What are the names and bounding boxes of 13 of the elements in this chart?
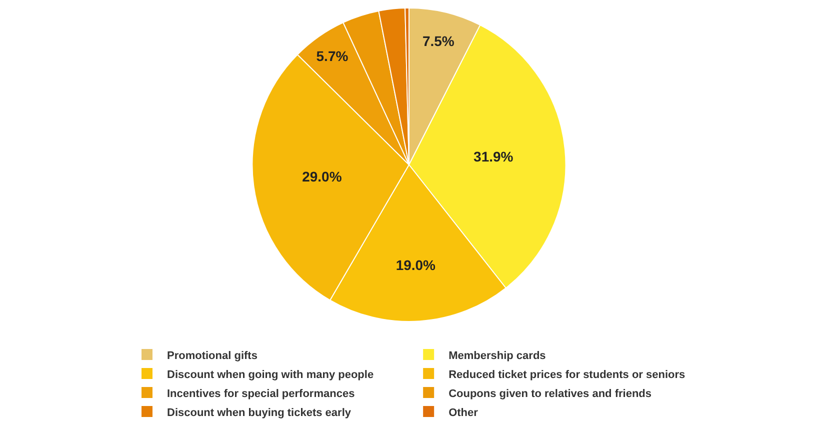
data-label: 29.0% — [302, 168, 342, 184]
data-label: 5.7% — [316, 48, 349, 64]
legend-label: Coupons given to relatives and friends — [448, 388, 652, 400]
legend-label: Reduced ticket prices for students or seniors — [448, 368, 686, 381]
legend-label: Discount when going with many people — [167, 368, 374, 381]
legend-label: Discount when buying tickets early — [167, 406, 352, 419]
legend-label: Membership cards — [448, 350, 546, 362]
data-label: 31.9% — [474, 148, 514, 164]
data-label: 7.5% — [422, 33, 455, 50]
legend-label: Other — [448, 406, 479, 419]
legend-label: Incentives for special performances — [167, 388, 355, 400]
legend-label: Promotional gifts — [167, 350, 258, 362]
data-label: 19.0% — [396, 256, 436, 273]
